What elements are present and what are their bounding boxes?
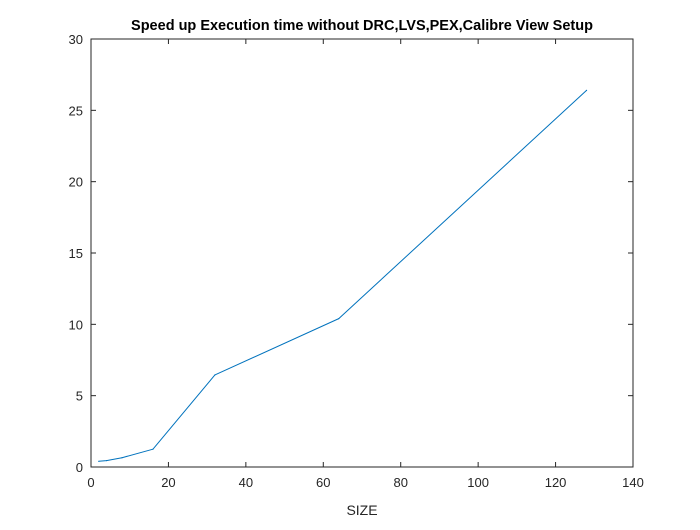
x-tick-label: 80 [393, 475, 407, 490]
x-tick-label: 140 [622, 475, 644, 490]
y-tick-label: 15 [69, 246, 83, 261]
data-point [152, 448, 154, 450]
x-tick-label: 100 [467, 475, 489, 490]
x-axis-label: SIZE [346, 502, 377, 518]
y-tick-label: 20 [69, 175, 83, 190]
plot-area [91, 39, 633, 467]
y-tick-label: 0 [76, 460, 83, 475]
chart-title: Speed up Execution time without DRC,LVS,… [131, 18, 593, 34]
y-tick-label: 25 [69, 103, 83, 118]
x-tick-label: 120 [545, 475, 567, 490]
data-point [105, 459, 108, 462]
y-tick-label: 10 [69, 317, 83, 332]
data-point [338, 318, 340, 320]
data-point [98, 460, 100, 462]
data-point [121, 457, 123, 459]
y-tick-label: 30 [69, 32, 83, 47]
axes-box [90, 38, 634, 468]
x-tick-label: 20 [161, 475, 175, 490]
x-tick-label: 40 [239, 475, 253, 490]
x-tick-label: 0 [87, 475, 94, 490]
data-point [214, 374, 216, 376]
y-tick-label: 5 [76, 389, 83, 404]
data-point [585, 89, 588, 91]
x-tick-label: 60 [316, 475, 330, 490]
